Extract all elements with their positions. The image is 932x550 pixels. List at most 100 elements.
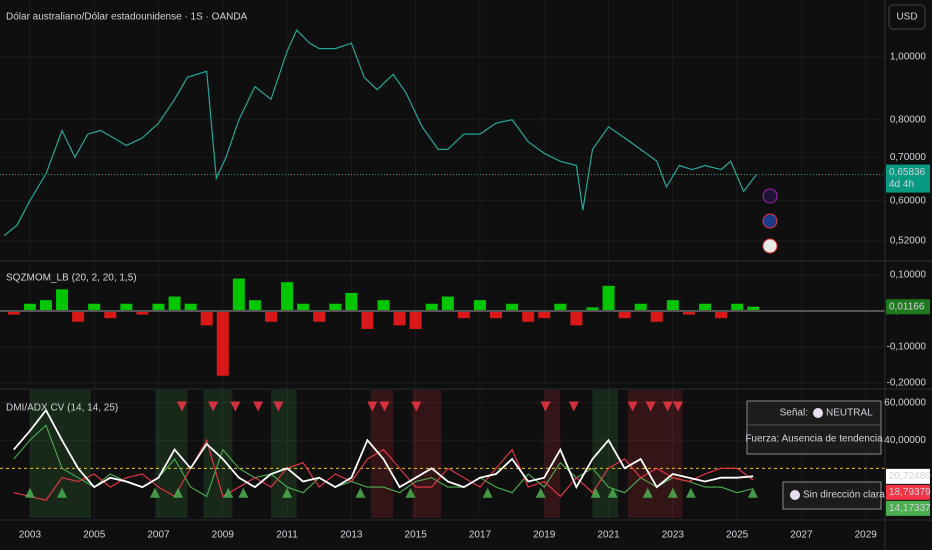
x-tick-label: 2023 [662, 530, 685, 541]
value-badge-label: 14,17337 [889, 503, 931, 514]
buy-signal [667, 487, 678, 498]
momentum-bar [425, 303, 438, 311]
x-tick-label: 2005 [83, 530, 106, 541]
momentum-bar [264, 310, 277, 322]
signal-dot [813, 408, 823, 418]
momentum-bar [570, 310, 583, 326]
momentum-bar [329, 303, 342, 311]
buy-signal [57, 487, 68, 498]
direction-dot [790, 490, 800, 500]
x-tick-label: 2007 [147, 530, 170, 541]
momentum-bar [618, 310, 631, 319]
sell-signal [379, 401, 390, 412]
info-panel [746, 400, 882, 455]
momentum-bar [731, 303, 744, 311]
momentum-bar [7, 310, 20, 315]
momentum-bar [248, 300, 261, 311]
trend-zone [370, 390, 394, 518]
buy-signal [282, 487, 293, 498]
buy-signal [607, 487, 618, 498]
momentum-bar [281, 282, 294, 311]
momentum-bar [361, 310, 374, 329]
momentum-bar [698, 303, 711, 311]
momentum-bar [88, 303, 101, 311]
x-tick-label: 2021 [597, 530, 620, 541]
value-badge-label: 0,01166 [889, 301, 925, 312]
y-tick-label: 0,70000 [890, 152, 927, 163]
momentum-bar [490, 310, 503, 319]
y-tick-label: 0,60000 [890, 195, 927, 206]
value-badge [886, 468, 930, 484]
currency-label[interactable]: USD [896, 12, 917, 23]
currency-button[interactable] [888, 4, 926, 30]
momentum-bar [104, 310, 117, 319]
x-tick-label: 2017 [469, 530, 492, 541]
buy-signal [535, 487, 546, 498]
momentum-bar [602, 285, 615, 311]
momentum-bar [56, 289, 69, 311]
buy-signal [642, 487, 653, 498]
sell-signal [273, 401, 284, 412]
value-badge-label: 20,72480 [889, 471, 931, 482]
event-icons [762, 188, 778, 254]
strength-text: Fuerza: Ausencia de tendencia [745, 434, 883, 445]
direction-text: Sin dirección clara [803, 490, 885, 501]
momentum-bar [313, 310, 326, 322]
momentum-bar [168, 296, 181, 311]
last-price-label: 0,65836 [889, 167, 926, 178]
momentum-bar [297, 303, 310, 311]
signal-value: NEUTRAL [826, 408, 873, 419]
indicator-title: DMI/ADX CV (14, 14, 25) [6, 403, 118, 414]
y-tick-label: -0,20000 [887, 378, 927, 389]
y-tick-label: 0,10000 [890, 270, 927, 281]
sell-signal [568, 401, 579, 412]
momentum-bar [715, 310, 728, 319]
buy-signal [149, 487, 160, 498]
momentum-bar [216, 310, 229, 376]
y-tick-label: 0,80000 [890, 114, 927, 125]
momentum-bar [72, 310, 85, 322]
sell-signal [208, 401, 219, 412]
momentum-bar [473, 300, 486, 311]
momentum-bar [232, 278, 245, 311]
buy-signal [355, 487, 366, 498]
sell-signal [672, 401, 683, 412]
momentum-bar [39, 300, 52, 311]
momentum-bar [23, 303, 36, 311]
series-line [13, 408, 754, 490]
icon [762, 188, 778, 204]
momentum-bar [393, 310, 406, 326]
x-tick-label: 2019 [533, 530, 556, 541]
value-badge-label: 18,79379 [889, 487, 931, 498]
icon [762, 213, 778, 229]
icon [762, 238, 778, 254]
buy-signal [405, 487, 416, 498]
value-badge [886, 500, 930, 516]
y-tick-label: -0,10000 [887, 342, 927, 353]
value-badge [886, 484, 930, 500]
momentum-bar [409, 310, 422, 329]
buy-signal [747, 487, 758, 498]
x-tick-label: 2015 [405, 530, 428, 541]
y-tick-label: 1,00000 [890, 52, 927, 63]
sell-signal [411, 401, 422, 412]
momentum-bar [506, 303, 519, 311]
value-badge [886, 299, 930, 315]
x-tick-label: 2025 [726, 530, 749, 541]
x-tick-label: 2027 [790, 530, 813, 541]
buy-signal [223, 487, 234, 498]
trend-zone [412, 390, 442, 518]
x-tick-label: 2011 [276, 530, 298, 541]
x-tick-label: 2029 [855, 530, 878, 541]
y-tick-label: 40,00000 [884, 435, 926, 446]
symbol-title: Dólar australiano/Dólar estadounidense ·… [6, 12, 248, 23]
sell-signal [662, 401, 673, 412]
momentum-bar [377, 300, 390, 311]
sell-signal [540, 401, 551, 412]
x-tick-label: 2003 [19, 530, 42, 541]
momentum-bar [634, 303, 647, 311]
buy-signal [482, 487, 493, 498]
momentum-bar [586, 307, 599, 311]
